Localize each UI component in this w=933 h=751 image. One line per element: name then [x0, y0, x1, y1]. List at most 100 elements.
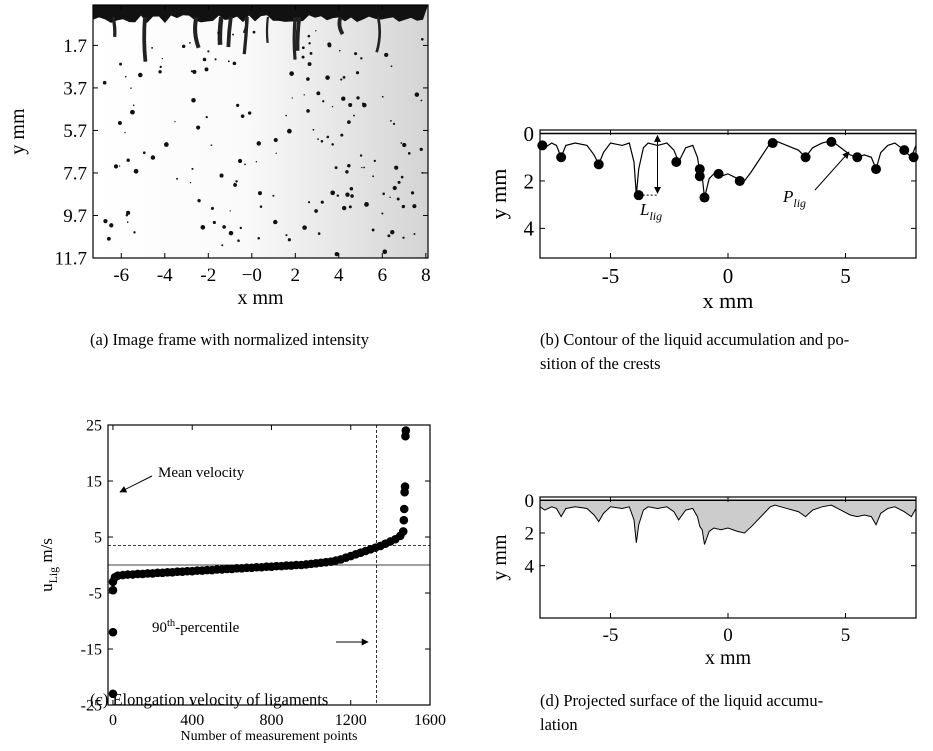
droplet: [397, 180, 401, 184]
x-tick-label: 800: [259, 712, 283, 729]
droplet: [197, 198, 201, 203]
droplet: [106, 236, 111, 241]
droplet: [142, 151, 146, 155]
droplet: [273, 138, 278, 143]
droplet: [235, 180, 238, 183]
droplet: [118, 165, 121, 167]
perimeter-arrow: [814, 151, 850, 191]
droplet: [390, 119, 392, 122]
droplet: [306, 77, 310, 81]
data-point: [108, 585, 118, 595]
droplet: [133, 168, 139, 174]
crest-point: [671, 157, 682, 167]
droplet: [338, 49, 341, 52]
annotation-arrow: [119, 475, 153, 493]
x-axis-label: x mm: [703, 288, 754, 313]
droplet: [356, 96, 360, 100]
annotation-sub: lig: [793, 196, 806, 210]
droplet: [227, 60, 230, 63]
x-tick-label: 0: [723, 625, 733, 646]
y-tick-label: 1.7: [63, 36, 87, 57]
ligament: [111, 16, 117, 38]
droplet: [402, 142, 407, 148]
droplet: [189, 182, 192, 184]
crest-point: [734, 175, 745, 186]
droplet: [191, 97, 196, 103]
droplet: [341, 96, 346, 101]
droplet: [326, 135, 330, 139]
x-tick-label: 1200: [335, 712, 367, 729]
x-tick-label: 1600: [414, 712, 446, 729]
droplet: [347, 120, 351, 124]
crest-point: [537, 140, 548, 151]
droplet: [336, 194, 340, 197]
droplet: [151, 46, 154, 49]
droplet: [354, 52, 358, 56]
droplet: [191, 167, 194, 170]
droplet: [124, 75, 127, 78]
y-tick-label: 3.7: [63, 79, 87, 100]
x-tick-label: 5: [840, 264, 851, 288]
droplet: [202, 57, 207, 62]
contour-line: [539, 140, 917, 198]
droplet: [117, 121, 122, 125]
annotation: Plig: [782, 187, 806, 210]
droplet: [192, 69, 197, 74]
droplet: [138, 72, 143, 78]
droplet: [390, 65, 393, 68]
y-axis-label-after: m/s: [37, 538, 56, 567]
droplet: [340, 78, 343, 81]
crest-point: [556, 152, 567, 163]
x-tick-label: 400: [180, 712, 204, 729]
droplet: [390, 230, 395, 235]
y-tick-label: 9.7: [63, 206, 87, 227]
x-tick-label: 0: [109, 712, 117, 729]
crest-point: [908, 152, 919, 163]
droplet: [350, 194, 354, 198]
droplet: [133, 231, 136, 234]
ligament: [142, 16, 148, 62]
y-tick-label: 2: [524, 169, 535, 193]
droplet: [341, 205, 347, 211]
droplet: [150, 155, 156, 160]
x-tick-label: 0: [723, 264, 734, 288]
droplet: [237, 158, 243, 164]
plot-frame: [539, 129, 917, 259]
droplet: [236, 103, 240, 107]
droplet: [113, 164, 119, 169]
droplet: [207, 50, 210, 53]
caption: (d) Projected surface of the liquid accu…: [540, 691, 823, 710]
data-point: [401, 426, 411, 435]
droplet: [287, 238, 291, 242]
ligament: [217, 16, 224, 45]
annotation: Llig: [639, 200, 662, 223]
annotation-after: -percentile: [175, 620, 239, 636]
droplet: [320, 140, 324, 143]
droplet: [381, 212, 384, 215]
droplet: [420, 37, 424, 41]
droplet: [400, 142, 403, 144]
data-point: [399, 515, 409, 525]
droplet: [371, 228, 375, 232]
ligament: [295, 16, 302, 51]
droplet: [212, 220, 216, 225]
droplet: [348, 103, 353, 108]
droplet: [325, 75, 330, 80]
x-axis-label: x mm: [237, 287, 284, 309]
y-tick-label: 11.7: [54, 249, 87, 270]
droplet: [355, 71, 360, 75]
droplet: [348, 205, 352, 209]
data-point: [399, 504, 409, 514]
droplet: [130, 109, 135, 115]
x-tick-label: −0: [242, 265, 262, 286]
droplet: [302, 225, 307, 230]
droplet: [109, 223, 114, 228]
y-tick-label: 0: [525, 491, 535, 512]
ligament: [337, 16, 345, 36]
x-tick-label: -6: [113, 265, 129, 286]
droplet: [158, 70, 162, 74]
droplet: [210, 144, 213, 146]
annotation-main: 90: [152, 620, 167, 636]
droplet: [159, 65, 162, 69]
caption: (b) Contour of the liquid accumulation a…: [540, 330, 849, 349]
